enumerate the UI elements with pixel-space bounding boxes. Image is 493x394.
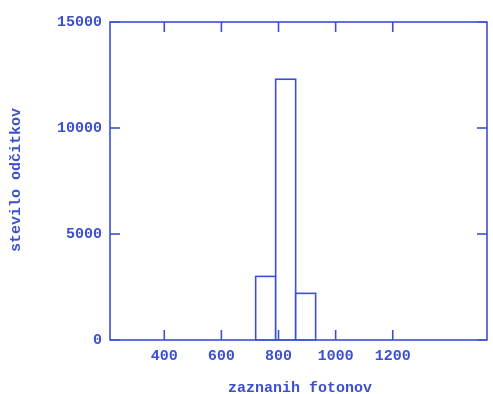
- y-tick-label: 5000: [66, 226, 102, 243]
- bar: [274, 78, 297, 341]
- x-tick-label: 600: [208, 348, 235, 365]
- x-tick-label: 1000: [318, 348, 354, 365]
- x-tick-label: 400: [151, 348, 178, 365]
- bar: [254, 275, 277, 341]
- y-tick-label: 10000: [57, 120, 102, 137]
- bar: [294, 292, 317, 341]
- y-axis-label: stevilo odčitkov: [8, 108, 25, 252]
- y-tick-label: 0: [93, 332, 102, 349]
- y-tick-label: 15000: [57, 14, 102, 31]
- plot-frame: [109, 21, 488, 341]
- x-tick-label: 1200: [375, 348, 411, 365]
- x-axis-label: zaznanih fotonov: [228, 380, 372, 394]
- x-tick-label: 800: [265, 348, 292, 365]
